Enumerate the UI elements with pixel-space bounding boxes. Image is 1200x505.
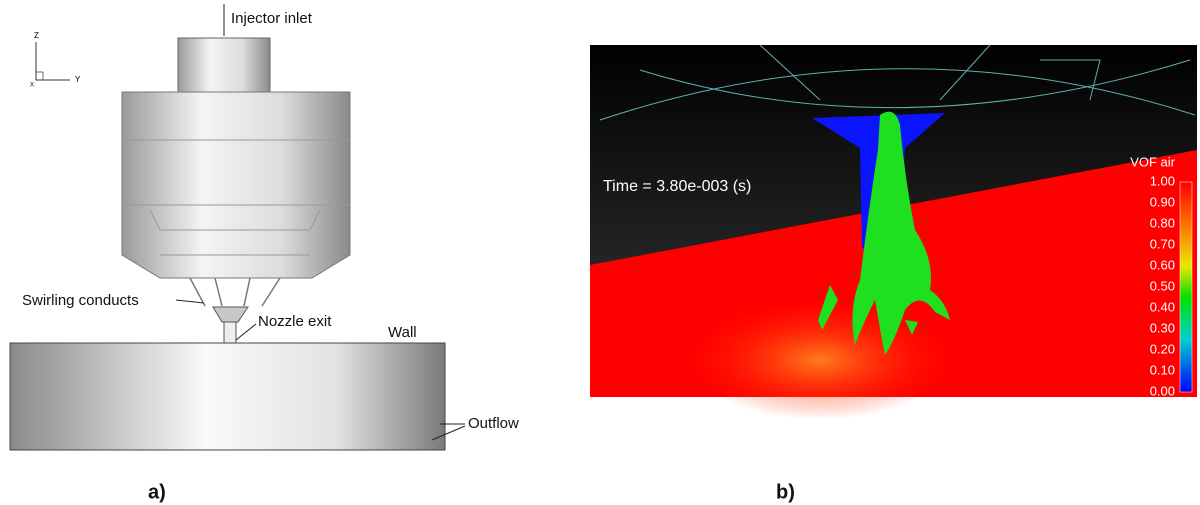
colorbar-tick-label: 0.10: [1150, 362, 1175, 377]
label: Outflow: [468, 415, 519, 432]
colorbar-tick-label: 0.40: [1150, 299, 1175, 314]
time-label: Time = 3.80e-003 (s): [603, 178, 751, 195]
wall-block: [10, 343, 445, 450]
injector-body: [122, 92, 350, 278]
colorbar-title: VOF air: [1130, 154, 1175, 169]
caption: a): [148, 481, 166, 503]
nozzle: [213, 307, 248, 322]
arrow: [236, 324, 256, 340]
axis-corner: [36, 72, 43, 80]
axis-label: Z: [34, 31, 39, 40]
body: Z Y X Injector inlet Swirling conducts N…: [0, 0, 1200, 505]
label: Nozzle exit: [258, 313, 332, 330]
panel-a: Z Y X Injector inlet Swirling conducts N…: [10, 4, 519, 503]
colorbar-tick-label: 0.90: [1150, 194, 1175, 209]
colorbar-tick-label: 0.80: [1150, 215, 1175, 230]
page: {"panel_a": {"caption": "a)", "axes": {"…: [0, 0, 1200, 505]
colorbar-tick-label: 1.00: [1150, 173, 1175, 188]
figure: Z Y X Injector inlet Swirling conducts N…: [0, 0, 1200, 505]
colorbar-ticks: 1.00 0.90 0.80 0.70 0.60 0.50 0.40 0.30 0.20 0.10…: [1150, 173, 1175, 398]
axis-label: Y: [75, 75, 81, 84]
arrow: [176, 300, 204, 303]
colorbar-tick-label: 0.30: [1150, 320, 1175, 335]
inlet-cylinder: [178, 38, 270, 92]
colorbar-tick-label: 0.00: [1150, 383, 1175, 398]
colorbar: [1180, 182, 1192, 392]
axis-label: X: [30, 83, 34, 89]
colorbar-tick-label: 0.20: [1150, 341, 1175, 356]
panel-b: Time = 3.80e-003 (s) VOF air 1.00 0.90 0.8…: [590, 45, 1197, 503]
colorbar-tick-label: 0.60: [1150, 257, 1175, 272]
colorbar-tick-label: 0.70: [1150, 236, 1175, 251]
colorbar-tick-label: 0.50: [1150, 278, 1175, 293]
nozzle-stem: [224, 322, 236, 343]
conduits: [190, 278, 280, 306]
label: Swirling conducts: [22, 292, 139, 309]
caption: b): [776, 481, 795, 503]
label: Injector inlet: [231, 10, 313, 27]
label: Wall: [388, 324, 417, 341]
